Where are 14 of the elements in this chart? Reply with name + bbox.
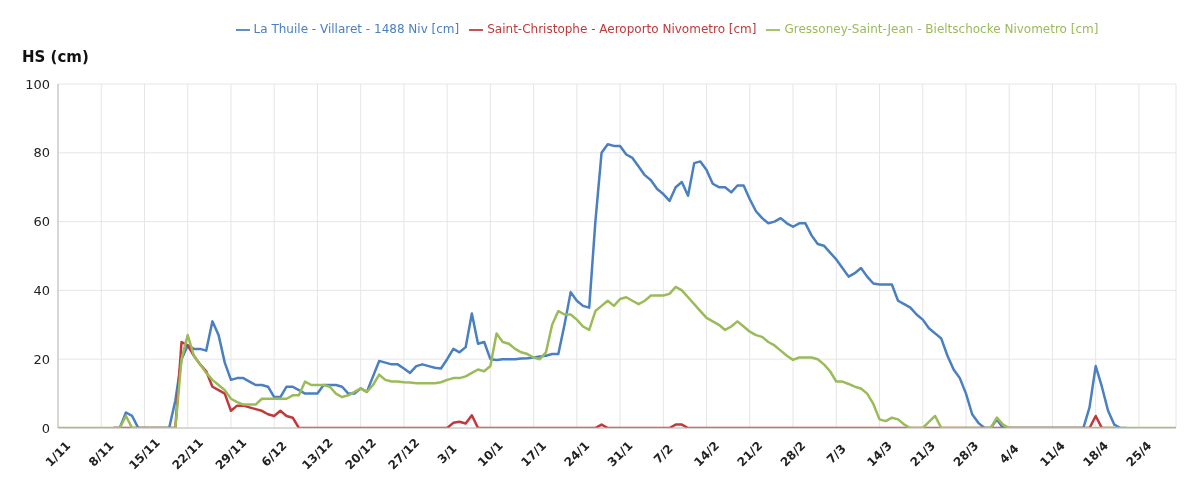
x-tick-label: 7/2: [650, 441, 676, 467]
y-tick-label: 100: [25, 76, 50, 92]
x-tick-label: 7/3: [823, 441, 849, 467]
y-tick-label: 80: [33, 145, 50, 161]
x-tick-label: 4/4: [996, 441, 1022, 467]
y-axis-title: HS (cm): [22, 48, 89, 66]
y-tick-label: 20: [33, 351, 50, 367]
legend-label: Saint-Christophe - Aeroporto Nivometro [cm]: [487, 22, 757, 36]
y-tick-label: 0: [41, 420, 50, 436]
y-tick-label: 40: [33, 283, 50, 299]
y-tick-label: 60: [33, 214, 50, 230]
x-tick-label: 3/1: [434, 441, 460, 467]
legend-label: La Thuile - Villaret - 1488 Niv [cm]: [253, 22, 460, 36]
legend-label: Gressoney-Saint-Jean - Bieltschocke Nivometro [cm]: [784, 22, 1099, 36]
